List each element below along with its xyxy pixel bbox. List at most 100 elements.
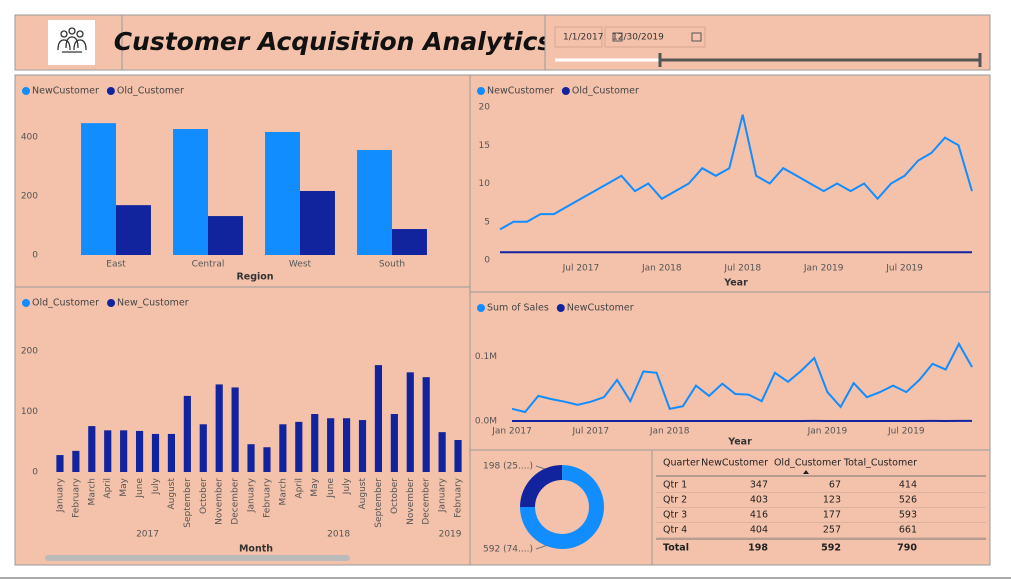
bar bbox=[135, 430, 144, 472]
column-header: Old_Customer bbox=[774, 458, 841, 469]
legend-label: Old_Customer bbox=[117, 86, 184, 97]
y-tick-label: 15 bbox=[479, 141, 490, 151]
bar bbox=[231, 387, 239, 472]
x-tick-label: November bbox=[406, 478, 416, 525]
x-tick-label: November bbox=[215, 478, 225, 525]
x-tick-label: July bbox=[151, 477, 161, 495]
x-tick-label: Jul 2017 bbox=[572, 427, 610, 437]
total-cell: 592 bbox=[821, 543, 841, 554]
donut-slice bbox=[520, 465, 604, 549]
bar bbox=[392, 229, 427, 255]
x-tick-label: October bbox=[390, 478, 400, 514]
y-tick-label: 0 bbox=[32, 468, 38, 478]
x-tick-label: Jan 2019 bbox=[803, 264, 844, 274]
bar bbox=[183, 395, 191, 472]
group-label: 2017 bbox=[136, 530, 159, 540]
y-tick-label: 0 bbox=[32, 251, 38, 261]
bar bbox=[116, 205, 151, 255]
x-tick-label: January bbox=[247, 477, 257, 513]
bar bbox=[342, 418, 351, 472]
legend-label: Old_Customer bbox=[572, 86, 639, 97]
x-tick-label: South bbox=[379, 260, 405, 270]
table-cell: Qtr 3 bbox=[663, 510, 687, 521]
bar bbox=[300, 190, 335, 255]
bar bbox=[311, 414, 319, 472]
table-cell: 67 bbox=[829, 480, 841, 491]
line bbox=[499, 114, 973, 231]
total-cell: 198 bbox=[748, 543, 768, 554]
legend-label: Old_Customer bbox=[32, 298, 99, 309]
date-box[interactable] bbox=[554, 26, 603, 48]
y-tick-label: 0.1M bbox=[475, 352, 497, 362]
table-cell: Qtr 4 bbox=[663, 525, 687, 536]
slicer-start[interactable]: 1/1/2017 bbox=[563, 33, 603, 43]
x-tick-label: September bbox=[374, 478, 384, 528]
legend-label: NewCustomer bbox=[32, 86, 99, 97]
x-tick-label: Jul 2019 bbox=[887, 427, 925, 437]
donut-slice bbox=[520, 464, 563, 507]
scrollbar[interactable] bbox=[45, 555, 350, 561]
legend-swatch bbox=[477, 87, 485, 95]
y-tick-label: 0.0M bbox=[475, 417, 497, 427]
bar bbox=[390, 414, 398, 472]
bar bbox=[357, 149, 392, 255]
logo-icon bbox=[57, 27, 87, 53]
x-axis-label: Year bbox=[723, 278, 748, 289]
legend-swatch bbox=[106, 87, 115, 95]
x-tick-label: February bbox=[454, 477, 464, 518]
bar bbox=[422, 377, 430, 472]
date-box[interactable] bbox=[604, 26, 706, 48]
bar bbox=[374, 365, 383, 472]
legend-label: NewCustomer bbox=[567, 303, 634, 314]
x-tick-label: July bbox=[342, 477, 352, 495]
x-tick-label: August bbox=[358, 478, 368, 510]
legend-label: Sum of Sales bbox=[487, 303, 549, 314]
sort-indicator bbox=[803, 470, 809, 474]
legend-swatch bbox=[107, 299, 116, 307]
bar bbox=[81, 123, 116, 255]
table-cell: 123 bbox=[823, 495, 841, 506]
x-tick-label: Central bbox=[192, 260, 225, 270]
y-tick-label: 200 bbox=[21, 347, 38, 357]
column-header: NewCustomer bbox=[701, 458, 768, 469]
bar bbox=[56, 455, 64, 472]
x-tick-label: Jul 2018 bbox=[723, 264, 761, 274]
logo-frame bbox=[48, 20, 95, 65]
panel bbox=[469, 74, 991, 293]
x-tick-label: September bbox=[183, 478, 193, 528]
x-tick-label: October bbox=[199, 478, 209, 514]
x-tick-label: June bbox=[326, 478, 336, 499]
x-tick-label: April bbox=[294, 478, 304, 499]
x-tick-label: Jul 2019 bbox=[885, 264, 923, 274]
x-tick-label: June bbox=[135, 478, 145, 499]
x-tick-label: Jan 2019 bbox=[807, 427, 848, 437]
x-tick-label: January bbox=[438, 477, 448, 513]
data-label: 198 (25....) bbox=[483, 462, 533, 472]
table-cell: 177 bbox=[823, 510, 841, 521]
bar bbox=[173, 129, 208, 255]
bar bbox=[247, 444, 255, 472]
legend-label: NewCustomer bbox=[487, 86, 554, 97]
bar bbox=[215, 384, 223, 472]
table-cell: Qtr 1 bbox=[663, 480, 687, 491]
y-tick-label: 100 bbox=[21, 407, 38, 417]
bar bbox=[72, 450, 80, 472]
group-label: 2018 bbox=[327, 530, 350, 540]
bar bbox=[454, 439, 462, 472]
y-tick-label: 0 bbox=[484, 256, 490, 266]
bar bbox=[167, 433, 176, 472]
calendar-icon[interactable] bbox=[691, 32, 702, 42]
dashboard-title: Customer Acquisition Analytics bbox=[114, 27, 553, 56]
slicer-end[interactable]: 12/30/2019 bbox=[612, 33, 664, 43]
table-cell: 416 bbox=[750, 510, 768, 521]
x-axis-label: Month bbox=[239, 544, 273, 555]
bar bbox=[104, 430, 112, 472]
bar bbox=[295, 421, 303, 472]
calendar-icon[interactable] bbox=[612, 32, 623, 42]
y-tick-label: 200 bbox=[21, 192, 38, 202]
table-cell: 526 bbox=[899, 495, 917, 506]
data-label: 592 (74....) bbox=[483, 545, 533, 555]
column-header: Total_Customer bbox=[843, 458, 917, 469]
bar bbox=[327, 418, 335, 472]
